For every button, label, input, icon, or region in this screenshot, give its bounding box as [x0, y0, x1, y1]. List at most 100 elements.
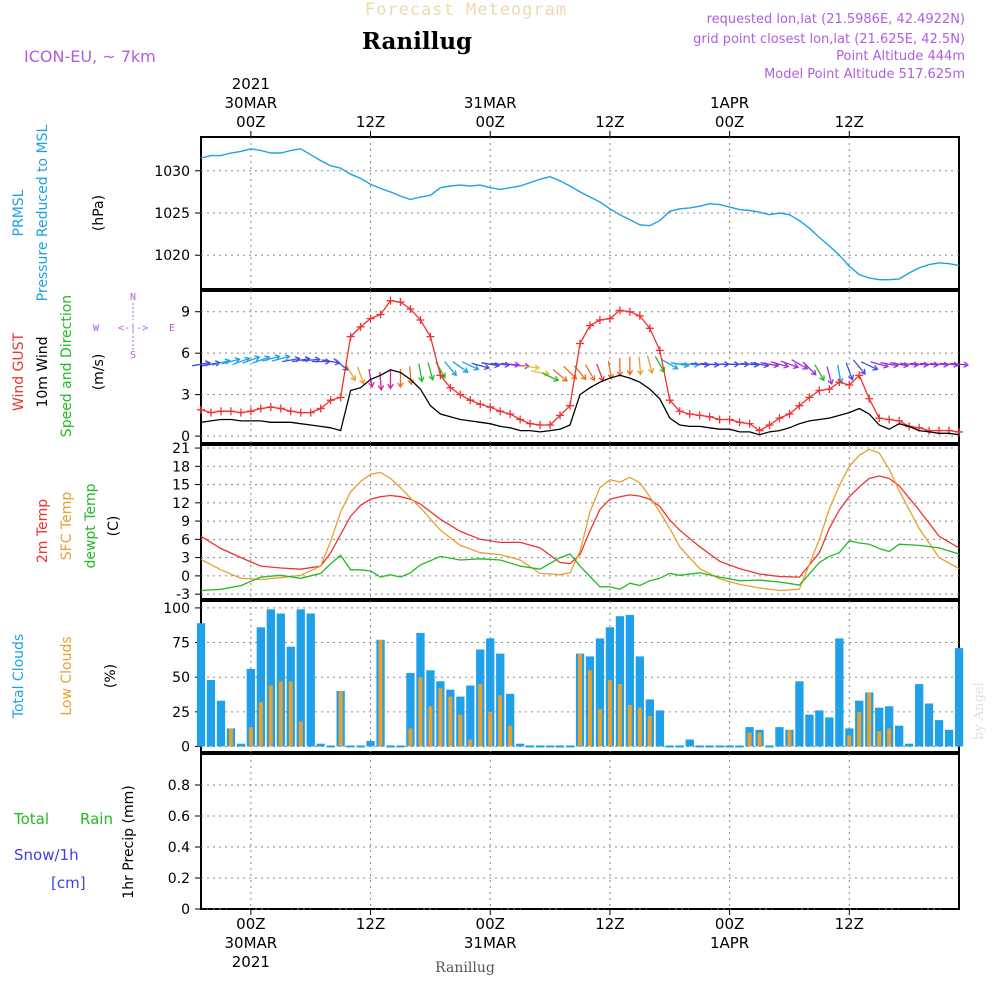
- gust-marker: [506, 409, 515, 418]
- wind-arrow-shaft: [596, 363, 604, 382]
- time-label-bottom: 12Z: [595, 915, 624, 933]
- total-cloud-bar: [775, 727, 784, 747]
- time-label-bottom: 00Z: [236, 915, 265, 933]
- gust-marker: [256, 404, 265, 413]
- gust-marker: [625, 307, 634, 316]
- compass-indicator: N W <-|-> E S: [93, 292, 175, 361]
- low-cloud-bar: [428, 706, 433, 747]
- low-cloud-bar: [338, 691, 343, 747]
- gust-marker: [546, 421, 555, 430]
- snow-label: Snow/1h: [14, 846, 79, 864]
- wind-arrow-head: [913, 361, 920, 368]
- requested-coords: requested lon,lat (21.5986E, 42.4922N): [707, 12, 965, 27]
- time-label-top: 00Z: [476, 113, 505, 131]
- low-cloud-bar: [438, 688, 443, 747]
- pressure-ytick-label: 1030: [154, 164, 190, 180]
- gust-marker: [805, 393, 814, 402]
- credit-watermark: by Angel: [972, 682, 987, 740]
- precip-frame: [200, 753, 960, 910]
- wind-arrow-shaft: [452, 361, 469, 373]
- wind-arrow-shaft: [760, 362, 779, 367]
- wind-arrow-shaft: [845, 362, 853, 380]
- product-title: Forecast Meteogram: [365, 0, 567, 20]
- gust-marker: [566, 401, 575, 410]
- clouds-ytick-label: 100: [163, 601, 190, 617]
- temp-sfc-line: [200, 448, 960, 592]
- wind-ytick-label: 9: [181, 305, 190, 321]
- gust-marker: [296, 408, 305, 417]
- low-cloud-bar: [278, 681, 283, 747]
- gust-marker: [605, 314, 614, 323]
- wind-arrow-shaft: [780, 360, 799, 368]
- temp-ytick-label: 18: [172, 459, 190, 475]
- wind-arrow-shaft: [750, 362, 769, 367]
- wind-arrow-head: [703, 361, 710, 368]
- total-cloud-bar: [256, 627, 265, 747]
- total-cloud-bar: [635, 656, 644, 747]
- gust-marker: [795, 401, 804, 410]
- temp-ytick-label: 6: [181, 532, 190, 548]
- gust-marker: [286, 407, 295, 416]
- wind-arrow-shaft: [212, 359, 230, 366]
- total-cloud-bar: [466, 685, 475, 747]
- total-cloud-bar: [934, 720, 944, 747]
- wind-arrow-head: [802, 364, 809, 370]
- low-cloud-bar: [588, 670, 592, 747]
- location-title: Ranillug: [362, 28, 472, 55]
- wind-dir-label: Speed and Direction: [59, 295, 75, 437]
- precip-ytick-label: 0.8: [168, 778, 190, 794]
- temp-ytick-label: 9: [181, 514, 190, 530]
- wind-arrow-head: [534, 364, 541, 371]
- wind-arrow-shaft: [301, 358, 320, 362]
- low-cloud-bar: [857, 711, 862, 747]
- wind-arrow-shaft: [201, 362, 220, 367]
- gust-marker: [376, 310, 385, 319]
- total-cloud-bar: [506, 693, 515, 747]
- gust-marker: [765, 421, 774, 430]
- wind-arrow-head: [693, 361, 700, 368]
- pressure-unit: (hPa): [91, 195, 107, 231]
- total-cloud-bar: [276, 613, 285, 747]
- total-cloud-bar: [944, 729, 954, 747]
- pressure-ytick-label: 1020: [154, 248, 190, 264]
- low-cloud-bar: [418, 677, 423, 747]
- low-cloud-bar: [578, 653, 582, 747]
- wind-arrow-shaft: [521, 365, 540, 369]
- wind-arrow-shaft: [281, 357, 300, 363]
- gust-marker: [406, 304, 415, 313]
- gust-marker: [226, 407, 235, 416]
- wind-arrow-shaft: [418, 363, 423, 382]
- low-cloud-bar: [298, 721, 303, 747]
- total-cloud-bar: [825, 717, 834, 747]
- gust-marker: [456, 390, 465, 399]
- total-cloud-bar: [406, 673, 415, 747]
- gust-marker: [216, 407, 225, 416]
- low-cloud-bar: [867, 692, 872, 747]
- total-cloud-bar: [924, 703, 934, 747]
- gust-marker: [585, 321, 594, 330]
- wind-arrow-shaft: [940, 362, 959, 366]
- low-cloud-bar: [229, 728, 233, 747]
- gust-marker: [236, 408, 245, 417]
- time-label-top: 00Z: [715, 113, 744, 131]
- wind-arrow-head: [819, 375, 825, 382]
- temp-sfc-label: SFC Temp: [59, 492, 75, 561]
- wind-arrow-head: [342, 365, 349, 371]
- panel-precip: 0 0.2 0.4 0.6 0.8: [168, 753, 960, 918]
- wind-arrow-shaft: [491, 362, 510, 366]
- time-label-bottom: 00Z: [476, 915, 505, 933]
- model-label: ICON-EU, ~ 7km: [24, 47, 156, 66]
- wind-ytick-label: 3: [181, 388, 190, 404]
- gust-marker: [326, 396, 335, 405]
- wind-arrow-shaft: [661, 359, 678, 370]
- gust-marker: [536, 421, 545, 430]
- low-cloud-bar: [787, 729, 792, 747]
- gust-marker: [635, 311, 644, 320]
- wind-arrow-head: [580, 374, 587, 381]
- wind-arrow-head: [284, 354, 291, 361]
- wind-arrow-shaft: [242, 356, 260, 364]
- wind-arrow-head: [451, 370, 457, 377]
- wind-arrow-head: [637, 369, 644, 376]
- wind-arrow-head: [359, 378, 366, 385]
